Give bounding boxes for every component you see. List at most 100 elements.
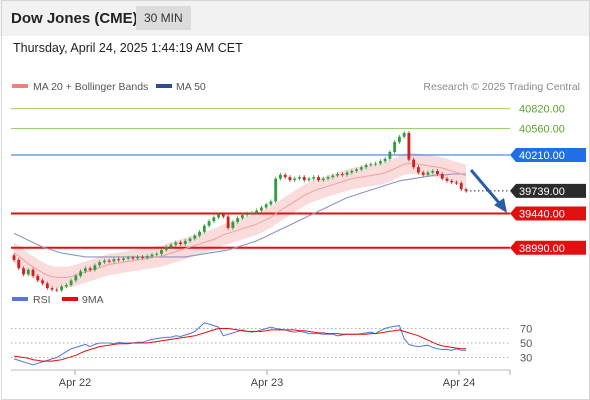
candle-body [317,177,320,181]
candle-body [50,288,54,290]
candle-body [150,254,154,257]
header-bar: Dow Jones (CME) 30 MIN [0,0,590,36]
candle-body [336,174,339,176]
candle-body [112,259,116,262]
candle-body [102,260,106,263]
candle-body [283,174,287,178]
candle-body [141,256,144,258]
interval-button[interactable]: 30 MIN [136,6,191,30]
candle-body [374,163,378,165]
candle-body [202,225,206,232]
candle-body [122,258,125,260]
watermark: Research © 2025 Trading Central [423,81,580,93]
candle-body [164,247,168,251]
legend-swatch-rsi [12,297,28,301]
candle-body [421,172,425,175]
candle-body [264,204,268,208]
projection-arrow [469,169,507,213]
rsi-9ma-line [13,328,466,362]
candle-body [83,268,87,272]
x-tick-label-0: Apr 22 [59,377,91,389]
rsi-legend: RSI 9MA [12,294,104,306]
candle-body [107,260,111,262]
candle-body [312,177,316,179]
candle-body [36,275,40,281]
candle-body [464,189,468,191]
rsi-line [13,322,466,366]
legend-swatch-ma50 [156,84,172,88]
candle-body [431,171,435,173]
level-label-2: 40210.00 [519,150,565,162]
candle-body [450,180,454,183]
level-lines [11,108,510,249]
candle-body [193,235,197,239]
candle-body [321,178,325,181]
candle-body [93,265,97,270]
legend-swatch-9ma [62,297,78,301]
candle-body [345,172,349,175]
ma20-line [13,162,467,278]
level-label-4: 39440.00 [519,209,565,221]
level-label-0: 40820.00 [519,104,565,116]
candle-body [445,178,449,181]
candle-body [259,207,263,211]
candle-body [60,286,64,291]
timestamp: Thursday, April 24, 2025 1:44:19 AM CET [13,41,243,55]
candle-body [288,177,292,181]
candle-body [340,174,344,176]
candle-body [212,217,216,222]
legend-swatch-ma20 [12,84,28,88]
level-label-box-5 [510,240,586,255]
candle-body [388,152,392,159]
candle-body [45,283,49,289]
candle-body [64,285,68,287]
candle-body [274,178,278,202]
candle-body [74,275,78,281]
candle-body [41,280,44,284]
candle-body [183,240,187,244]
legend-label-9ma: 9MA [82,294,104,306]
candle-body [245,213,249,216]
candle-body [88,268,92,270]
candle-body [369,164,373,166]
ma50-line [13,173,466,258]
candle-body [393,142,397,152]
candle-body [455,182,458,184]
candle-body [221,214,225,217]
candle-body [17,259,21,269]
candle-body [436,171,439,175]
candle-body [293,178,297,181]
legend: MA 20 + Bollinger Bands MA 50 [12,81,206,93]
candle-body [302,177,306,181]
x-axis-ticks: Apr 22 Apr 23 Apr 24 [59,370,511,389]
candle-body [269,201,273,205]
candle-body [231,221,235,228]
rsi-tick-label-0: 70 [520,324,532,336]
candle-body [207,221,211,226]
bollinger-band-area [14,152,466,288]
candle-body [69,280,73,285]
candle-body [226,216,230,228]
level-label-box-3 [510,183,586,198]
candle-body [355,169,358,171]
instrument-title: Dow Jones (CME) [11,10,138,27]
candle-body [307,178,311,181]
candle-body [174,242,178,245]
candle-body [179,242,182,244]
candle-body [31,269,35,276]
legend-label-rsi: RSI [33,294,51,306]
level-label-box-4 [510,206,586,221]
candle-body [98,262,102,266]
candle-body [331,175,335,178]
candle-body [155,253,159,255]
rsi-grid: 70 50 30 [11,324,532,365]
candle-body [26,269,30,275]
candle-body [169,244,173,247]
level-labels: 40820.00 40560.00 40210.00 39739.00 39440.00… [510,104,586,255]
x-tick-label-1: Apr 23 [251,377,283,389]
candle-body [459,183,463,190]
legend-label-ma50: MA 50 [176,81,206,93]
legend-label-ma20: MA 20 + Bollinger Bands [33,81,148,93]
candle-body [198,231,201,236]
